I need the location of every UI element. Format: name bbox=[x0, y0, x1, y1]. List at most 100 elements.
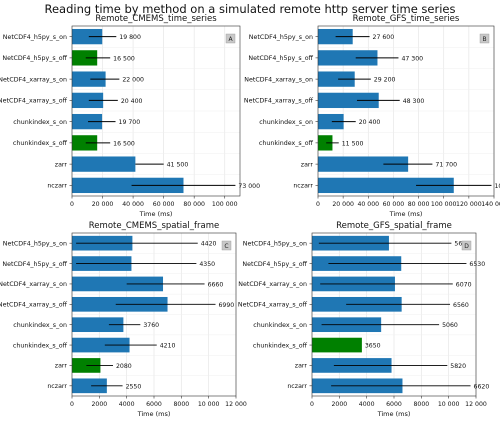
x-tick-label: 100 000 bbox=[431, 201, 457, 208]
category-label: NetCDF4_h5py_s_on bbox=[249, 34, 313, 41]
category-label: zarr bbox=[55, 363, 68, 370]
bar-chunkindex_s_on bbox=[72, 317, 124, 333]
value-label: 73 000 bbox=[238, 183, 260, 190]
x-tick-label: 60 000 bbox=[383, 201, 405, 208]
panel-title: Remote_CMEMS_time_series bbox=[95, 14, 217, 24]
category-label: chunkindex_s_off bbox=[253, 342, 308, 349]
bar-NetCDF4_xarray_s_on bbox=[318, 71, 355, 87]
value-label: 6560 bbox=[453, 302, 469, 309]
panel-label: B bbox=[482, 36, 486, 43]
category-label: NetCDF4_xarray_s_off bbox=[238, 302, 308, 309]
value-label: 16 500 bbox=[113, 140, 135, 147]
bar-nczarr bbox=[72, 378, 107, 394]
category-label: NetCDF4_h5py_s_off bbox=[248, 55, 313, 62]
bar-NetCDF4_h5py_s_on bbox=[318, 28, 353, 45]
bar-NetCDF4_xarray_s_off bbox=[318, 92, 379, 109]
x-tick-label: 80 000 bbox=[408, 201, 430, 208]
panel-title: Remote_CMEMS_spatial_frame bbox=[89, 221, 219, 231]
value-label: 47 300 bbox=[401, 55, 423, 62]
value-label: 5820 bbox=[450, 363, 466, 370]
panel-label: D bbox=[464, 243, 469, 250]
panel-label: C bbox=[224, 243, 228, 250]
x-tick-label: 100 000 bbox=[212, 201, 238, 208]
bar-zarr bbox=[72, 358, 101, 373]
value-label: 11 500 bbox=[342, 140, 364, 147]
category-label: zarr bbox=[301, 161, 314, 168]
x-tick-label: 0 bbox=[70, 201, 74, 208]
value-label: 29 200 bbox=[374, 77, 396, 84]
category-label: chunkindex_s_on bbox=[253, 322, 307, 329]
panel-title: Remote_GFS_time_series bbox=[353, 14, 460, 24]
chart-panel-cmems-time-series: Remote_CMEMS_time_series 19 800 NetCDF4_h5… bbox=[0, 14, 260, 218]
x-tick-label: 12 000 bbox=[225, 401, 247, 408]
x-tick-label: 2000 bbox=[331, 401, 347, 408]
x-tick-label: 8000 bbox=[173, 401, 189, 408]
x-tick-label: 20 000 bbox=[92, 201, 114, 208]
value-label: 2550 bbox=[126, 383, 142, 390]
value-label: 6990 bbox=[219, 302, 235, 309]
value-label: 3650 bbox=[365, 343, 381, 350]
panel-label-badge bbox=[221, 240, 232, 251]
value-label: 4350 bbox=[199, 261, 215, 268]
bar-chunkindex_s_on bbox=[318, 113, 344, 130]
category-label: NetCDF4_xarray_s_on bbox=[244, 76, 313, 83]
value-label: 6660 bbox=[208, 281, 224, 288]
panel-label-badge bbox=[225, 33, 236, 44]
category-label: nczarr bbox=[287, 383, 307, 390]
value-label: 20 400 bbox=[121, 98, 143, 105]
x-tick-label: 140 000 bbox=[481, 201, 500, 208]
panel-label-badge bbox=[479, 33, 490, 44]
x-tick-label: 0 bbox=[70, 401, 74, 408]
x-tick-label: 6000 bbox=[146, 401, 162, 408]
x-tick-label: 4000 bbox=[359, 401, 375, 408]
bar-NetCDF4_h5py_s_off bbox=[318, 50, 378, 66]
x-tick-label: 120 000 bbox=[456, 201, 482, 208]
category-label: NetCDF4_h5py_s_on bbox=[3, 34, 67, 41]
category-label: NetCDF4_h5py_s_on bbox=[243, 240, 307, 247]
chart-panel-gfs-spatial-frame: Remote_GFS_spatial_frame5630NetCDF4_h5py… bbox=[238, 221, 489, 418]
value-label: 41 500 bbox=[167, 162, 189, 169]
x-tick-label: 12 000 bbox=[465, 401, 487, 408]
category-label: NetCDF4_xarray_s_on bbox=[0, 281, 67, 288]
category-label: nczarr bbox=[47, 383, 67, 390]
category-label: chunkindex_s_on bbox=[13, 119, 67, 126]
x-tick-label: 8000 bbox=[413, 401, 429, 408]
chart-panel-cmems-spatial-frame: Remote_CMEMS_spatial_frame 4420 NetCDF4_h5… bbox=[0, 221, 247, 418]
x-tick-label: 40 000 bbox=[122, 201, 144, 208]
category-label: NetCDF4_xarray_s_off bbox=[244, 98, 314, 105]
x-tick-label: 80 000 bbox=[183, 201, 205, 208]
value-label: 4420 bbox=[201, 241, 217, 248]
value-label: 6530 bbox=[469, 261, 485, 268]
bar-NetCDF4_h5py_s_on bbox=[72, 28, 103, 45]
category-label: chunkindex_s_off bbox=[13, 140, 68, 147]
category-label: NetCDF4_h5py_s_off bbox=[242, 261, 307, 268]
chart-panel-gfs-time-series: Remote_GFS_time_series 27 600 NetCDF4_h5py… bbox=[244, 14, 500, 218]
category-label: chunkindex_s_off bbox=[13, 342, 68, 349]
panel-label-badge bbox=[461, 240, 472, 251]
value-label: 6620 bbox=[474, 383, 490, 390]
bar-chunkindex_s_off bbox=[312, 337, 362, 353]
value-label: 2080 bbox=[116, 363, 132, 370]
category-label: NetCDF4_xarray_s_off bbox=[0, 302, 68, 309]
category-label: NetCDF4_xarray_s_on bbox=[0, 76, 67, 83]
category-label: nczarr bbox=[293, 183, 313, 190]
category-label: nczarr bbox=[47, 183, 67, 190]
value-label: 19 700 bbox=[119, 119, 141, 126]
value-label: 4210 bbox=[160, 343, 176, 350]
value-label: 108 000 bbox=[494, 183, 500, 190]
plot-area: Remote_GFS_spatial_frame5630NetCDF4_h5py… bbox=[238, 221, 489, 418]
panel-title: Remote_GFS_spatial_frame bbox=[336, 221, 452, 231]
x-tick-label: 10 000 bbox=[198, 401, 220, 408]
bar-chunkindex_s_off bbox=[72, 337, 130, 353]
x-tick-label: 10 000 bbox=[438, 401, 460, 408]
bar-nczarr bbox=[318, 177, 454, 194]
value-label: 3760 bbox=[143, 322, 159, 329]
x-axis-label: Time (ms) bbox=[377, 410, 411, 418]
x-axis-label: Time (ms) bbox=[389, 210, 423, 218]
category-label: zarr bbox=[55, 161, 68, 168]
x-axis-label: Time (ms) bbox=[137, 410, 171, 418]
plot-area: Remote_CMEMS_spatial_frame 4420 NetCDF4_h5… bbox=[0, 221, 247, 418]
x-tick-label: 0 bbox=[310, 401, 314, 408]
axes-frame bbox=[71, 25, 241, 197]
bar-nczarr bbox=[72, 177, 184, 194]
